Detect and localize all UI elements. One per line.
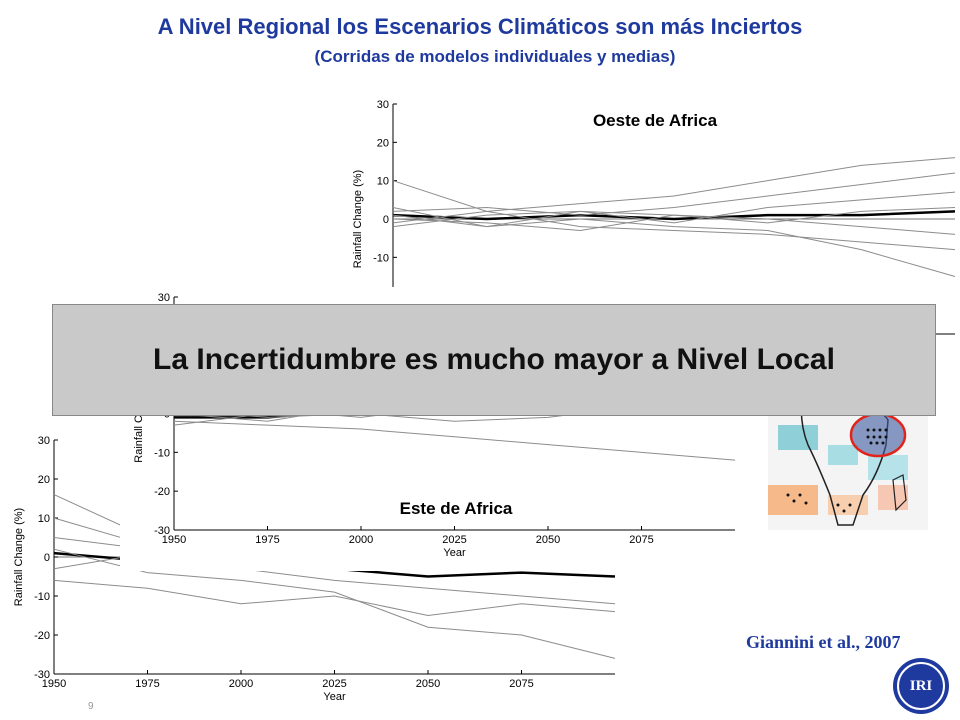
y-tick-label: -10 [154,447,170,459]
y-tick-label: 20 [38,474,50,486]
model-run-line [392,210,956,251]
model-run-line [392,207,956,228]
x-tick-label: 2000 [229,678,253,690]
x-tick-label: 1950 [42,678,66,690]
y-tick-label: 10 [377,176,389,188]
chart-title: Este de Africa [400,499,513,518]
model-run-line [392,157,956,212]
x-tick-label: 2075 [629,534,653,546]
model-run-line [392,214,956,277]
model-run-line [392,191,956,228]
x-tick-label: 2000 [349,534,373,546]
model-run-line [173,420,736,461]
slide-title: A Nivel Regional los Escenarios Climátic… [157,14,803,39]
y-tick-label: -10 [34,591,50,603]
y-axis-label: Rainfall Change (%) [13,508,25,606]
x-tick-label: 2025 [322,678,346,690]
y-tick-label: 20 [377,137,389,149]
iri-logo: IRI [893,658,949,714]
y-tick-label: 30 [158,292,170,304]
uncertainty-banner: La Incertidumbre es mucho mayor a Nivel … [52,304,936,416]
model-run-line [53,579,616,617]
x-tick-label: 2050 [416,678,440,690]
y-tick-label: 30 [38,435,50,447]
y-tick-label: 10 [38,513,50,525]
y-tick-label: 30 [377,99,389,111]
chart-title: Oeste de Africa [593,111,718,130]
slide-subtitle: (Corridas de modelos individuales y medi… [314,47,676,66]
x-axis-label: Year [443,547,466,559]
y-tick-label: -10 [373,252,389,264]
x-tick-label: 1975 [255,534,279,546]
x-tick-label: 2025 [442,534,466,546]
page-number: 9 [88,701,94,712]
y-tick-label: 0 [44,552,50,564]
y-axis-label: Rainfall Change (%) [352,170,364,268]
model-run-line [392,214,956,235]
y-tick-label: -20 [154,486,170,498]
x-axis-label: Year [323,691,346,703]
banner-text: La Incertidumbre es mucho mayor a Nivel … [153,343,835,376]
y-tick-label: -30 [34,669,50,681]
y-tick-label: -20 [34,630,50,642]
iri-logo-text: IRI [897,662,945,710]
x-tick-label: 2075 [509,678,533,690]
model-run-line [392,172,956,216]
citation: Giannini et al., 2007 [746,632,901,652]
ensemble-mean-line [392,210,956,221]
model-run-line [53,548,616,659]
y-tick-label: -30 [154,525,170,537]
x-tick-label: 1975 [135,678,159,690]
x-tick-label: 1950 [162,534,186,546]
y-tick-label: 0 [383,214,389,226]
x-tick-label: 2050 [536,534,560,546]
